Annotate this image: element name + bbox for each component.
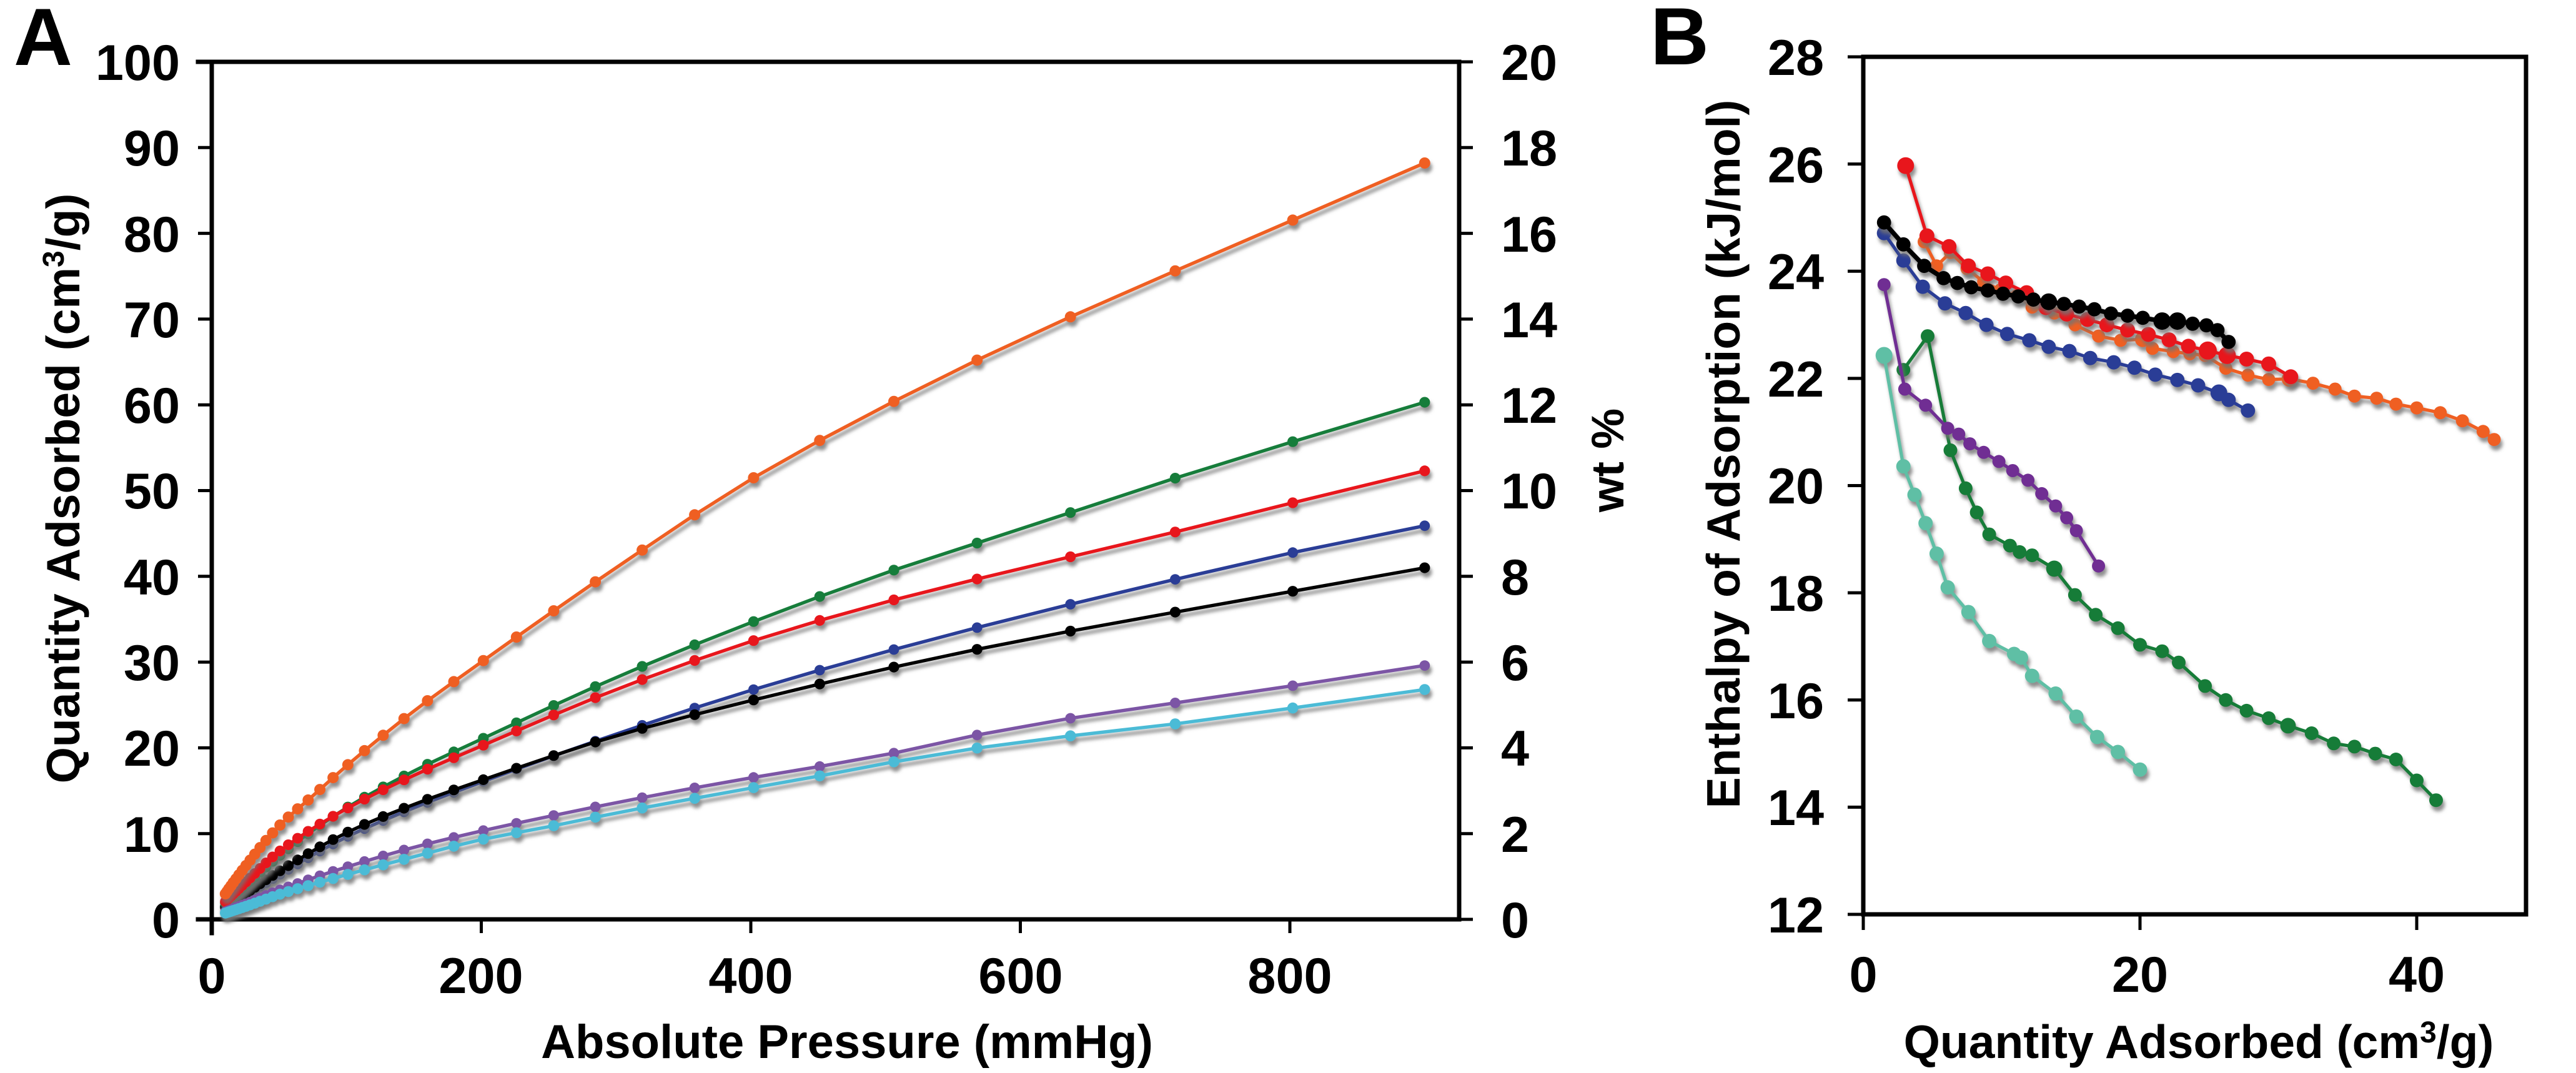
svg-text:0: 0: [1501, 893, 1529, 949]
svg-text:10: 10: [124, 807, 180, 863]
svg-text:22: 22: [1768, 352, 1824, 408]
svg-text:8: 8: [1501, 550, 1529, 606]
svg-text:28: 28: [1768, 30, 1824, 86]
svg-text:0: 0: [152, 893, 180, 949]
svg-text:18: 18: [1768, 566, 1824, 622]
svg-text:18: 18: [1501, 121, 1557, 177]
svg-text:30: 30: [124, 635, 180, 691]
svg-text:A: A: [14, 0, 72, 82]
svg-text:16: 16: [1768, 673, 1824, 729]
svg-text:40: 40: [124, 550, 180, 606]
svg-text:0: 0: [197, 948, 225, 1004]
svg-text:wt %: wt %: [1583, 408, 1633, 513]
svg-text:600: 600: [978, 948, 1063, 1004]
svg-text:Quantity Adsorbed (cm3/g): Quantity Adsorbed (cm3/g): [37, 194, 89, 784]
svg-text:16: 16: [1501, 207, 1557, 263]
svg-text:50: 50: [124, 463, 180, 520]
svg-text:800: 800: [1247, 948, 1332, 1004]
svg-text:2: 2: [1501, 807, 1529, 863]
svg-text:Absolute Pressure (mmHg): Absolute Pressure (mmHg): [541, 1016, 1153, 1069]
svg-text:200: 200: [438, 948, 523, 1004]
svg-text:Enthalpy of Adsorption (kJ/mol: Enthalpy of Adsorption (kJ/mol): [1697, 100, 1750, 809]
svg-text:20: 20: [1768, 458, 1824, 515]
svg-text:60: 60: [124, 378, 180, 434]
svg-text:400: 400: [708, 948, 793, 1004]
svg-text:70: 70: [124, 292, 180, 349]
svg-text:Quantity Adsorbed (cm3/g): Quantity Adsorbed (cm3/g): [1904, 1016, 2494, 1068]
svg-text:4: 4: [1501, 721, 1529, 777]
svg-text:0: 0: [1849, 947, 1877, 1003]
svg-text:12: 12: [1768, 888, 1824, 944]
svg-text:20: 20: [2112, 947, 2168, 1003]
svg-text:12: 12: [1501, 378, 1557, 434]
svg-text:90: 90: [124, 121, 180, 177]
svg-text:6: 6: [1501, 635, 1529, 691]
svg-text:100: 100: [96, 35, 180, 91]
svg-text:26: 26: [1768, 137, 1824, 194]
svg-text:20: 20: [124, 721, 180, 777]
svg-text:14: 14: [1768, 780, 1824, 836]
svg-text:10: 10: [1501, 463, 1557, 520]
svg-text:80: 80: [124, 207, 180, 263]
svg-text:24: 24: [1768, 244, 1824, 300]
svg-text:20: 20: [1501, 35, 1557, 91]
svg-text:B: B: [1650, 0, 1709, 82]
svg-text:40: 40: [2389, 947, 2445, 1003]
svg-text:14: 14: [1501, 292, 1557, 349]
